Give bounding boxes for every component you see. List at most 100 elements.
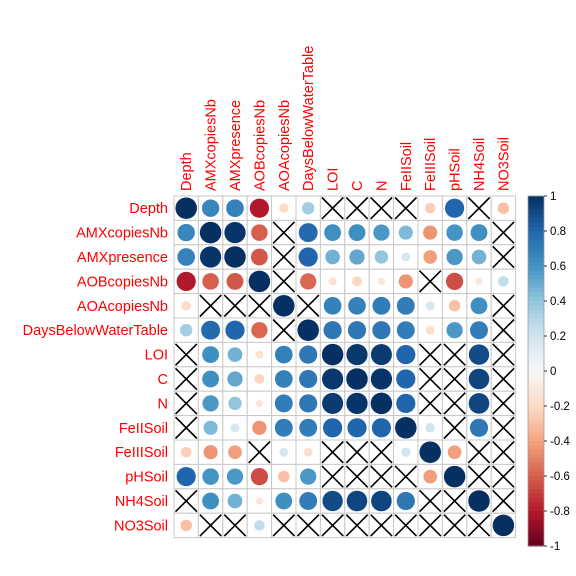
corr-circle-feiisoil-loi — [322, 417, 343, 438]
corr-circle-n-loi — [321, 392, 344, 415]
corr-circle-amxpresence-feiiisoil — [422, 249, 438, 265]
corr-circle-daysbelowwatertable-loi — [323, 320, 343, 340]
corr-circle-feiisoil-aoacopiesnb — [274, 418, 294, 438]
colorbar-segment — [528, 410, 544, 416]
colorbar-segment — [528, 384, 544, 390]
col-label-phsoil: pHSoil — [448, 148, 464, 191]
colorbar-segment — [528, 327, 544, 333]
row-label-feiiisoil: FeIIISoil — [115, 445, 168, 461]
corr-circle-no3soil-depth — [179, 519, 193, 532]
corr-circle-depth-amxpresence — [225, 198, 245, 218]
colorbar-segment — [528, 235, 544, 241]
non-significant-cross — [443, 367, 466, 391]
corr-circle-feiisoil-feiisoil — [394, 416, 418, 440]
corr-circle-n-feiisoil — [395, 393, 416, 414]
corr-circle-nh4soil-loi — [321, 490, 344, 512]
corr-circle-c-amxpresence — [226, 370, 244, 388]
corr-circle-daysbelowwatertable-nh4soil — [469, 320, 489, 340]
corr-circle-amxcopiesnb-aobcopiesnb — [250, 223, 269, 242]
non-significant-cross — [174, 367, 198, 391]
corr-circle-aoacopiesnb-feiisoil — [396, 296, 416, 316]
corr-circle-phsoil-aobcopiesnb — [250, 467, 269, 486]
colorbar-tick-label: -1 — [550, 541, 560, 553]
colorbar-segment — [528, 213, 544, 219]
corr-circle-feiisoil-amxcopiesnb — [202, 420, 219, 436]
corr-circle-daysbelowwatertable-amxcopiesnb — [200, 320, 221, 341]
colorbar-segment — [528, 397, 544, 403]
corr-circle-daysbelowwatertable-daysbelowwatertable — [296, 318, 320, 342]
non-significant-cross — [492, 294, 515, 318]
non-significant-cross — [345, 440, 369, 464]
non-significant-cross — [296, 294, 320, 318]
cell-aoacopiesnb-depth — [173, 293, 199, 319]
corr-circle-n-amxpresence — [227, 396, 243, 411]
corr-circle-c-feiisoil — [395, 368, 416, 390]
colorbar-segment — [528, 541, 544, 547]
colorbar-segment — [528, 222, 544, 228]
corr-circle-aobcopiesnb-c — [351, 275, 363, 287]
corr-circle-aoacopiesnb-depth — [181, 300, 192, 311]
row-label-depth: Depth — [129, 201, 168, 217]
non-significant-cross — [345, 196, 369, 220]
corr-circle-no3soil-no3soil — [492, 514, 515, 537]
colorbar-segment — [528, 371, 544, 376]
non-significant-cross — [467, 514, 491, 537]
corr-circle-feiisoil-aobcopiesnb — [251, 420, 268, 436]
colorbar-segment — [528, 296, 544, 302]
corr-circle-daysbelowwatertable-aobcopiesnb — [250, 321, 269, 339]
colorbar-segment — [528, 480, 544, 486]
colorbar-segment — [528, 493, 544, 499]
colorbar-segment — [528, 449, 544, 455]
colorbar-segment — [528, 532, 544, 538]
corr-circle-nh4soil-c — [346, 490, 368, 512]
non-significant-cross — [467, 440, 491, 464]
row-label-aoacopiesnb: AOAcopiesNb — [77, 299, 168, 315]
colorbar-segment — [528, 292, 544, 298]
non-significant-cross — [370, 196, 393, 220]
corr-circle-feiisoil-feiiisoil — [425, 422, 436, 433]
non-significant-cross — [418, 514, 442, 537]
non-significant-cross — [492, 440, 515, 464]
corr-circle-depth-depth — [174, 196, 198, 220]
corr-circle-amxcopiesnb-phsoil — [445, 223, 464, 242]
colorbar-segment — [528, 528, 544, 534]
corr-circle-feiiisoil-feiiisoil — [418, 440, 442, 464]
colorbar-segment — [528, 314, 544, 320]
non-significant-cross — [394, 196, 418, 220]
corr-circle-amxpresence-amxcopiesnb — [199, 245, 222, 269]
corr-circle-n-daysbelowwatertable — [298, 393, 318, 413]
corr-circle-aoacopiesnb-nh4soil — [470, 296, 488, 315]
colorbar-segment — [528, 209, 544, 215]
colorbar-segment — [528, 353, 544, 359]
colorbar-segment — [528, 379, 544, 385]
colorbar-segment — [528, 436, 544, 442]
non-significant-cross — [272, 245, 296, 269]
non-significant-cross — [223, 294, 247, 318]
colorbar-segment — [528, 200, 544, 206]
colorbar-segment — [528, 388, 544, 394]
colorbar-segment — [528, 445, 544, 451]
row-label-nh4soil: NH4Soil — [115, 494, 168, 510]
corr-circle-phsoil-daysbelowwatertable — [299, 467, 317, 486]
matrix-cells — [173, 195, 517, 539]
colorbar-tick-label: -0.8 — [550, 506, 570, 518]
corr-circle-phsoil-depth — [176, 466, 197, 487]
colorbar-segment — [528, 217, 544, 223]
colorbar-segment — [528, 239, 544, 245]
non-significant-cross — [443, 343, 466, 366]
non-significant-cross — [418, 367, 442, 391]
non-significant-cross — [272, 270, 296, 293]
non-significant-cross — [199, 294, 222, 318]
non-significant-cross — [492, 221, 515, 244]
colorbar-segment — [528, 537, 544, 543]
colorbar-segment — [528, 196, 544, 201]
non-significant-cross — [370, 514, 393, 537]
colorbar-segment — [528, 357, 544, 363]
colorbar-segment — [528, 322, 544, 328]
non-significant-cross — [492, 392, 515, 415]
corr-circle-aobcopiesnb-feiisoil — [398, 273, 414, 290]
corr-circle-aobcopiesnb-daysbelowwatertable — [299, 272, 317, 291]
non-significant-cross — [223, 514, 247, 537]
non-significant-cross — [418, 270, 442, 293]
colorbar-segment — [528, 305, 544, 311]
